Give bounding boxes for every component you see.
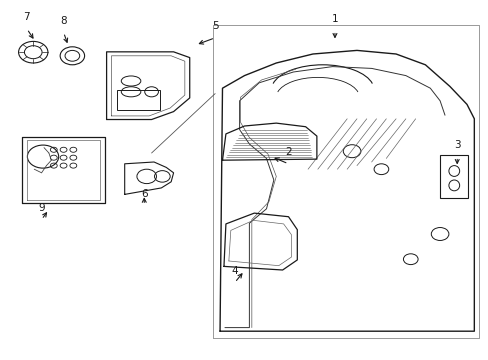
- Text: 2: 2: [285, 147, 291, 157]
- Bar: [117, 90, 160, 110]
- Text: 9: 9: [38, 203, 45, 213]
- Text: 7: 7: [23, 12, 30, 22]
- Text: 6: 6: [141, 189, 147, 199]
- Text: 4: 4: [231, 266, 238, 276]
- Text: 5: 5: [211, 21, 218, 31]
- Text: 1: 1: [331, 14, 338, 24]
- Text: 3: 3: [453, 140, 460, 150]
- Text: 8: 8: [60, 16, 67, 26]
- Bar: [439, 155, 468, 198]
